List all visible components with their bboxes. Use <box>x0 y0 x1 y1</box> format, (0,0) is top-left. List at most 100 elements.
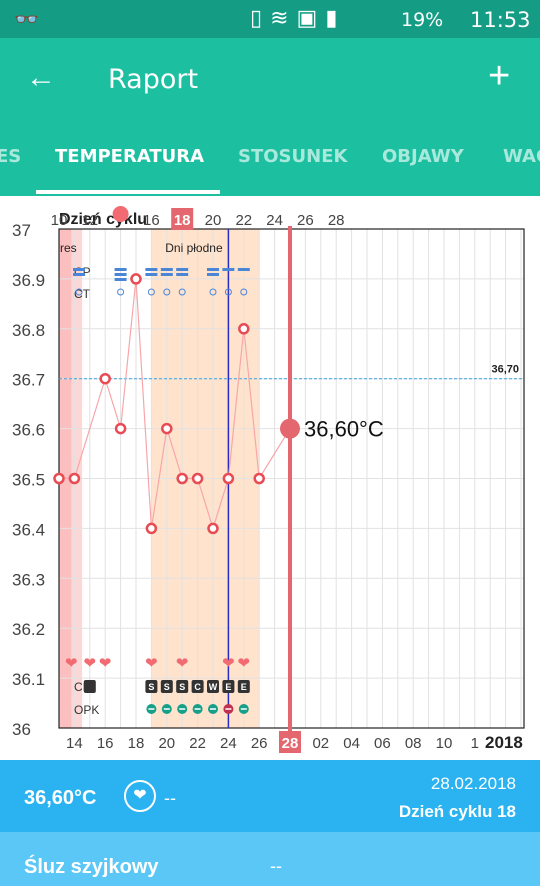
cp-marker <box>145 268 158 271</box>
ci-marker <box>207 680 219 693</box>
y-tick-label: 36.5 <box>12 471 45 490</box>
cp-marker <box>114 268 127 271</box>
ci-marker <box>145 680 158 693</box>
current-date-label: 28 <box>282 735 299 752</box>
cp-marker <box>222 268 235 271</box>
ci-marker-label: E <box>225 682 231 692</box>
ci-marker <box>222 680 235 693</box>
y-tick-label: 36.3 <box>12 570 45 589</box>
tab-indicator <box>36 190 220 194</box>
ct-marker <box>224 288 232 296</box>
cp-marker <box>114 273 127 276</box>
ci-marker <box>160 680 173 693</box>
ci-marker <box>191 680 204 693</box>
ct-marker <box>209 288 217 296</box>
ci-marker-label: W <box>209 682 218 692</box>
date-tick-label: 20 <box>158 735 175 752</box>
mucus-row[interactable]: Śluz szyjkowy -- <box>0 832 540 886</box>
ci-row-label: CI <box>74 680 86 694</box>
ct-marker <box>75 288 83 296</box>
cp-row-label: CP <box>74 265 91 279</box>
date-tick-label: 02 <box>312 735 329 752</box>
date-tick-label: 16 <box>97 735 114 752</box>
date-tick-label: 10 <box>436 735 453 752</box>
temperature-point <box>238 323 250 335</box>
cp-marker <box>160 268 173 271</box>
summary-heart-value: -- <box>164 788 176 808</box>
temperature-point <box>161 422 173 435</box>
ct-marker <box>163 288 171 296</box>
status-icons: ▯≋▣▮ <box>250 5 346 30</box>
period-label: res <box>60 241 77 255</box>
tab-intercourse[interactable]: STOSUNEK <box>238 146 348 167</box>
back-arrow-icon[interactable]: ← <box>26 61 56 94</box>
summary-bar: 36,60°C ❤ -- 28.02.2018 Dzień cyklu 18 <box>0 760 540 832</box>
cp-marker <box>145 273 158 276</box>
cycle-day-tick-label: 20 <box>205 212 222 229</box>
intercourse-heart-icon: ❤ <box>99 655 112 672</box>
cycle-day-tick-label: 26 <box>297 212 314 229</box>
cp-marker <box>73 273 86 276</box>
heart-icon[interactable]: ❤ <box>124 780 156 812</box>
date-tick-label: 26 <box>251 735 268 752</box>
cp-marker <box>207 268 219 271</box>
cp-marker <box>73 268 86 271</box>
date-tick-label: 24 <box>220 735 237 752</box>
y-tick-label: 36.9 <box>12 271 45 290</box>
intercourse-heart-icon: ❤ <box>145 655 158 672</box>
y-tick-label: 36 <box>12 720 31 739</box>
add-icon[interactable]: + <box>488 55 511 97</box>
y-tick-label: 36.7 <box>12 371 45 390</box>
tab-temperature[interactable]: TEMPERATURA <box>55 146 205 167</box>
temperature-point <box>222 472 235 485</box>
intercourse-heart-icon: ❤ <box>84 655 97 672</box>
y-tick-label: 36.6 <box>12 421 45 440</box>
reference-line-label: 36,70 <box>491 364 519 376</box>
cp-marker <box>176 268 189 271</box>
temperature-point <box>53 472 65 485</box>
battery-percent: 19% <box>401 9 444 31</box>
tab-bar: ES TEMPERATURA STOSUNEK OBJAWY WAG <box>0 122 540 196</box>
ci-marker-label: E <box>241 682 247 692</box>
intercourse-heart-icon: ❤ <box>222 655 235 672</box>
cp-marker <box>176 273 189 276</box>
cycle-day-tick-label: 22 <box>235 212 252 229</box>
ct-row-label: CT <box>74 287 91 301</box>
clock: 11:53 <box>470 8 531 32</box>
date-tick-label: 14 <box>66 735 83 752</box>
summary-cycle-day: Dzień cyklu 18 <box>398 802 516 821</box>
current-temperature-point <box>280 418 300 439</box>
current-cycle-day-label: 18 <box>174 212 191 229</box>
y-tick-label: 37 <box>12 221 31 240</box>
current-cycle-day-box <box>171 208 194 230</box>
fertile-label: Dni płodne <box>165 241 223 255</box>
date-tick-label: 18 <box>128 735 145 752</box>
cp-marker <box>237 268 250 271</box>
cycle-day-tick-label: 24 <box>266 212 283 229</box>
tab-weight[interactable]: WAG <box>503 146 540 167</box>
tab-partial-left[interactable]: ES <box>0 146 22 167</box>
date-tick-label: 06 <box>374 735 391 752</box>
ci-marker-label: S <box>148 682 154 692</box>
page-title: Raport <box>108 64 199 95</box>
ct-marker <box>117 288 125 296</box>
ci-marker-label: C <box>194 682 201 692</box>
y-tick-label: 36.4 <box>12 520 45 539</box>
ci-marker <box>176 680 189 693</box>
tab-symptoms[interactable]: OBJAWY <box>382 146 464 167</box>
opk-row-label: OPK <box>74 703 99 717</box>
cycle-day-tick-label: 28 <box>328 212 345 229</box>
current-date-box <box>279 731 301 753</box>
mucus-value: -- <box>270 856 282 876</box>
intercourse-heart-icon: ❤ <box>238 655 251 672</box>
temperature-point <box>253 472 265 485</box>
date-tick-label: 04 <box>343 735 360 752</box>
date-tick-label: 22 <box>189 735 206 752</box>
date-tick-label: 1 <box>471 735 479 752</box>
ci-marker <box>237 680 250 693</box>
status-bar: 👓 ▯≋▣▮ 19% 11:53 <box>0 0 540 38</box>
summary-date: 28.02.2018 <box>430 774 516 793</box>
cp-marker <box>207 273 219 276</box>
temperature-chart[interactable]: 37 36.9 36.8 36.7 36.6 36.5 36.4 36.3 36.2 36.1 36… <box>0 196 540 760</box>
ct-marker <box>178 288 186 296</box>
